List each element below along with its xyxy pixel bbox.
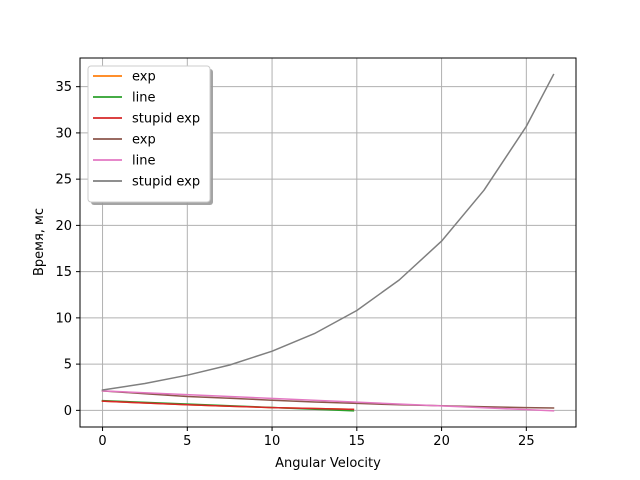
x-tick-label: 25	[518, 434, 535, 449]
y-tick-label: 30	[55, 126, 72, 141]
legend-label: line	[132, 91, 155, 106]
legend-box	[87, 65, 211, 203]
y-tick-label: 15	[55, 265, 72, 280]
grid	[80, 58, 576, 427]
x-tick-label: 0	[98, 434, 106, 449]
series-line-4	[101, 390, 555, 412]
y-axis-label: Время, мс	[32, 208, 47, 276]
series-line-5	[101, 73, 555, 391]
plot-frame	[79, 57, 577, 428]
legend-label: stupid exp	[132, 112, 200, 127]
legend-label: exp	[132, 70, 156, 85]
legend-label: stupid exp	[132, 175, 200, 190]
y-tick-label: 35	[55, 80, 72, 95]
x-axis-label: Angular Velocity	[275, 456, 381, 471]
y-tick-label: 0	[64, 404, 72, 419]
x-tick-label: 15	[349, 434, 366, 449]
legend-label: line	[132, 154, 155, 169]
y-tick-label: 5	[64, 358, 72, 373]
series-line-2	[101, 400, 355, 411]
y-tick-label: 25	[55, 173, 72, 188]
x-tick-label: 20	[433, 434, 450, 449]
ticks: 0 5 10 15 20 25 0 5 10 15 20 25 30 35	[55, 80, 534, 449]
series-layer	[101, 73, 555, 412]
x-tick-label: 10	[264, 434, 281, 449]
x-tick-label: 5	[183, 434, 191, 449]
series-line-3	[101, 390, 555, 409]
y-tick-label: 20	[55, 219, 72, 234]
legend: exp line stupid exp exp line stupid exp	[87, 65, 213, 205]
y-tick-label: 10	[55, 311, 72, 326]
legend-label: exp	[132, 133, 156, 148]
